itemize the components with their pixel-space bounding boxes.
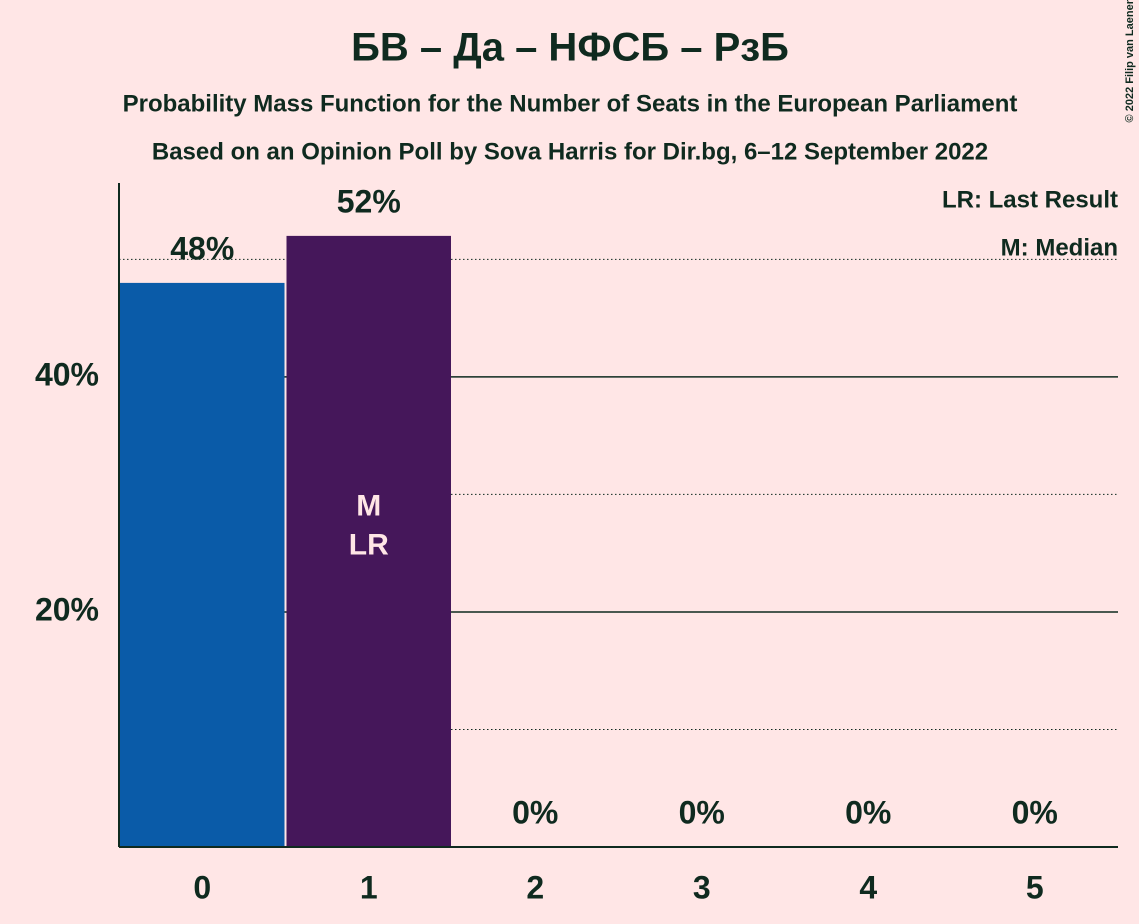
value-label: 52% (337, 183, 401, 219)
chart-title: БВ – Да – НФСБ – РзБ (351, 26, 789, 70)
legend-entry: M: Median (1001, 234, 1118, 261)
bar (120, 282, 285, 847)
x-tick-label: 0 (193, 869, 211, 905)
x-tick-label: 5 (1026, 869, 1044, 905)
x-tick-label: 3 (693, 869, 711, 905)
bar (286, 235, 451, 847)
value-label: 0% (679, 794, 725, 830)
median-marker: M (356, 489, 381, 522)
copyright: © 2022 Filip van Laenen (1124, 0, 1136, 122)
x-tick-label: 2 (526, 869, 544, 905)
chart-subtitle: Probability Mass Function for the Number… (123, 90, 1018, 117)
chart-subtitle: Based on an Opinion Poll by Sova Harris … (152, 138, 988, 165)
legend-entry: LR: Last Result (942, 186, 1118, 213)
x-tick-label: 1 (360, 869, 378, 905)
y-tick-label: 20% (35, 591, 99, 627)
value-label: 48% (170, 230, 234, 266)
value-label: 0% (512, 794, 558, 830)
value-label: 0% (845, 794, 891, 830)
last-result-marker: LR (349, 528, 389, 561)
y-tick-label: 40% (35, 356, 99, 392)
value-label: 0% (1012, 794, 1058, 830)
x-tick-label: 4 (859, 869, 877, 905)
